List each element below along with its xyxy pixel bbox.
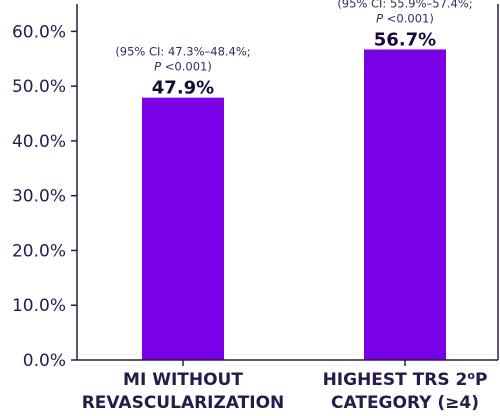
ci-label-line1: (95% CI: 47.3%–48.4%; (115, 45, 250, 59)
ci-label-line2: P <0.001) (376, 11, 434, 25)
p-letter: P (154, 60, 161, 74)
category-suffix: P (475, 370, 487, 390)
category-text: MI WITHOUT (123, 370, 243, 390)
category-label-line2: CATEGORY (≥4) (331, 393, 479, 413)
category-label-line2: REVASCULARIZATION (82, 393, 285, 413)
bar-value-label: 56.7% (374, 29, 436, 50)
y-tick-label: 40.0% (12, 132, 66, 152)
bar (142, 97, 224, 360)
category-superscript: o (467, 369, 475, 382)
y-tick-label: 30.0% (12, 187, 66, 207)
category-label-line1: HIGHEST TRS 2oP (323, 369, 488, 390)
y-tick-label: 50.0% (12, 77, 66, 97)
y-tick-label: 20.0% (12, 241, 66, 261)
bar (364, 49, 446, 360)
category-label-line1: MI WITHOUT (123, 370, 243, 390)
p-value: <0.001) (161, 60, 212, 74)
bar-labels: 47.9%(95% CI: 47.3%–48.4%;P <0.001)56.7%… (115, 0, 472, 99)
y-axis: 0.0% 10.0% 20.0% 30.0% 40.0% 50.0% 60.0% (12, 4, 78, 371)
y-tick-label: 10.0% (12, 296, 66, 316)
p-value: <0.001) (383, 11, 434, 25)
ci-label-line2: P <0.001) (154, 60, 212, 74)
bar-value-label: 47.9% (152, 78, 214, 99)
y-tick-label: 0.0% (23, 351, 66, 371)
category-text: HIGHEST TRS 2 (323, 370, 468, 390)
bars (142, 49, 446, 360)
x-axis: MI WITHOUT REVASCULARIZATION HIGHEST TRS 2… (77, 4, 499, 413)
p-letter: P (376, 11, 383, 25)
y-tick-label: 60.0% (12, 22, 66, 42)
ci-label-line1: (95% CI: 55.9%–57.4%; (337, 0, 472, 10)
